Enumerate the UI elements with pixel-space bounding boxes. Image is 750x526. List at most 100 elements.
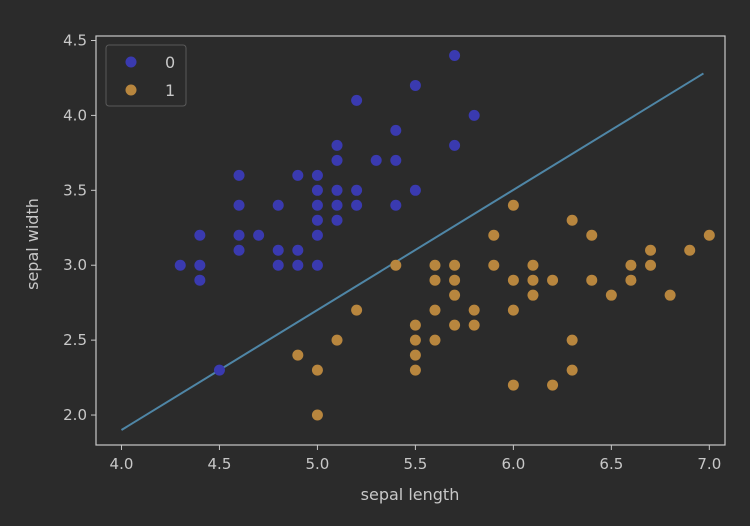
data-point-class-1 (605, 289, 617, 301)
data-point-class-0 (174, 259, 186, 271)
data-point-class-0 (390, 124, 402, 136)
data-point-class-0 (292, 169, 304, 181)
data-point-class-1 (566, 364, 578, 376)
data-point-class-0 (272, 259, 284, 271)
data-point-class-0 (390, 154, 402, 166)
data-point-class-1 (331, 334, 343, 346)
data-point-class-0 (233, 169, 245, 181)
data-point-class-1 (351, 304, 363, 316)
data-point-class-0 (390, 199, 402, 211)
data-point-class-1 (429, 334, 441, 346)
x-tick-label: 5.5 (403, 455, 427, 473)
data-point-class-0 (292, 259, 304, 271)
data-point-class-0 (409, 184, 421, 196)
data-point-class-1 (547, 379, 559, 391)
data-point-class-1 (409, 334, 421, 346)
data-point-class-0 (311, 214, 323, 226)
y-tick-label: 2.0 (63, 406, 87, 424)
data-point-class-0 (233, 229, 245, 241)
y-tick-label: 2.5 (63, 331, 87, 349)
data-point-class-1 (468, 304, 480, 316)
data-point-class-1 (527, 289, 539, 301)
data-point-class-1 (311, 364, 323, 376)
data-point-class-1 (645, 259, 657, 271)
data-point-class-1 (429, 259, 441, 271)
data-point-class-1 (507, 199, 519, 211)
data-point-class-0 (272, 244, 284, 256)
data-point-class-1 (566, 214, 578, 226)
data-point-class-1 (449, 319, 461, 331)
data-point-class-0 (233, 244, 245, 256)
data-point-class-1 (703, 229, 715, 241)
data-point-class-1 (409, 319, 421, 331)
data-point-class-1 (566, 334, 578, 346)
legend-label-0: 0 (165, 53, 175, 72)
y-tick-label: 3.5 (63, 181, 87, 199)
data-point-class-0 (311, 169, 323, 181)
data-point-class-0 (331, 214, 343, 226)
data-point-class-0 (194, 229, 206, 241)
data-point-class-1 (664, 289, 676, 301)
data-point-class-0 (194, 259, 206, 271)
data-point-class-1 (429, 274, 441, 286)
data-point-class-0 (468, 109, 480, 121)
data-point-class-1 (449, 274, 461, 286)
data-point-class-0 (449, 139, 461, 151)
data-point-class-0 (351, 94, 363, 106)
x-tick-label: 4.5 (208, 455, 232, 473)
data-point-class-1 (684, 244, 696, 256)
data-point-class-1 (625, 274, 637, 286)
data-point-class-1 (645, 244, 657, 256)
data-point-class-0 (331, 199, 343, 211)
data-point-class-1 (527, 259, 539, 271)
data-point-class-0 (311, 259, 323, 271)
data-point-class-0 (233, 199, 245, 211)
data-point-class-0 (351, 199, 363, 211)
y-tick-label: 4.0 (63, 106, 87, 124)
x-tick-label: 7.0 (697, 455, 721, 473)
data-point-class-1 (409, 349, 421, 361)
x-tick-label: 6.0 (501, 455, 525, 473)
data-point-class-0 (253, 229, 265, 241)
data-point-class-1 (409, 364, 421, 376)
legend: 01 (105, 44, 187, 107)
data-point-class-1 (449, 289, 461, 301)
data-point-class-1 (507, 379, 519, 391)
data-point-class-0 (213, 364, 225, 376)
data-point-class-0 (311, 184, 323, 196)
data-point-class-1 (527, 274, 539, 286)
legend-marker-0 (125, 56, 137, 68)
data-point-class-0 (311, 229, 323, 241)
y-tick-label: 3.0 (63, 256, 87, 274)
y-axis-label: sepal width (23, 198, 42, 290)
axes-frame (95, 35, 726, 446)
data-point-class-0 (331, 184, 343, 196)
data-point-class-1 (468, 319, 480, 331)
data-point-class-1 (547, 274, 559, 286)
x-tick-label: 4.0 (110, 455, 134, 473)
data-point-class-0 (311, 199, 323, 211)
data-point-class-0 (409, 79, 421, 91)
x-tick-label: 5.0 (305, 455, 329, 473)
legend-label-1: 1 (165, 81, 175, 100)
data-point-class-0 (194, 274, 206, 286)
data-point-class-1 (507, 274, 519, 286)
y-tick-label: 4.5 (63, 31, 87, 49)
x-tick-label: 6.5 (599, 455, 623, 473)
data-point-class-1 (429, 304, 441, 316)
data-point-class-1 (586, 274, 598, 286)
data-point-class-1 (625, 259, 637, 271)
data-point-class-0 (449, 49, 461, 61)
data-point-class-1 (292, 349, 304, 361)
data-point-class-0 (272, 199, 284, 211)
data-point-class-0 (370, 154, 382, 166)
data-point-class-1 (449, 259, 461, 271)
data-point-class-0 (331, 139, 343, 151)
data-point-class-1 (586, 229, 598, 241)
data-point-class-1 (488, 259, 500, 271)
legend-marker-1 (125, 84, 137, 96)
data-point-class-1 (488, 229, 500, 241)
data-point-class-0 (292, 244, 304, 256)
data-point-class-0 (331, 154, 343, 166)
